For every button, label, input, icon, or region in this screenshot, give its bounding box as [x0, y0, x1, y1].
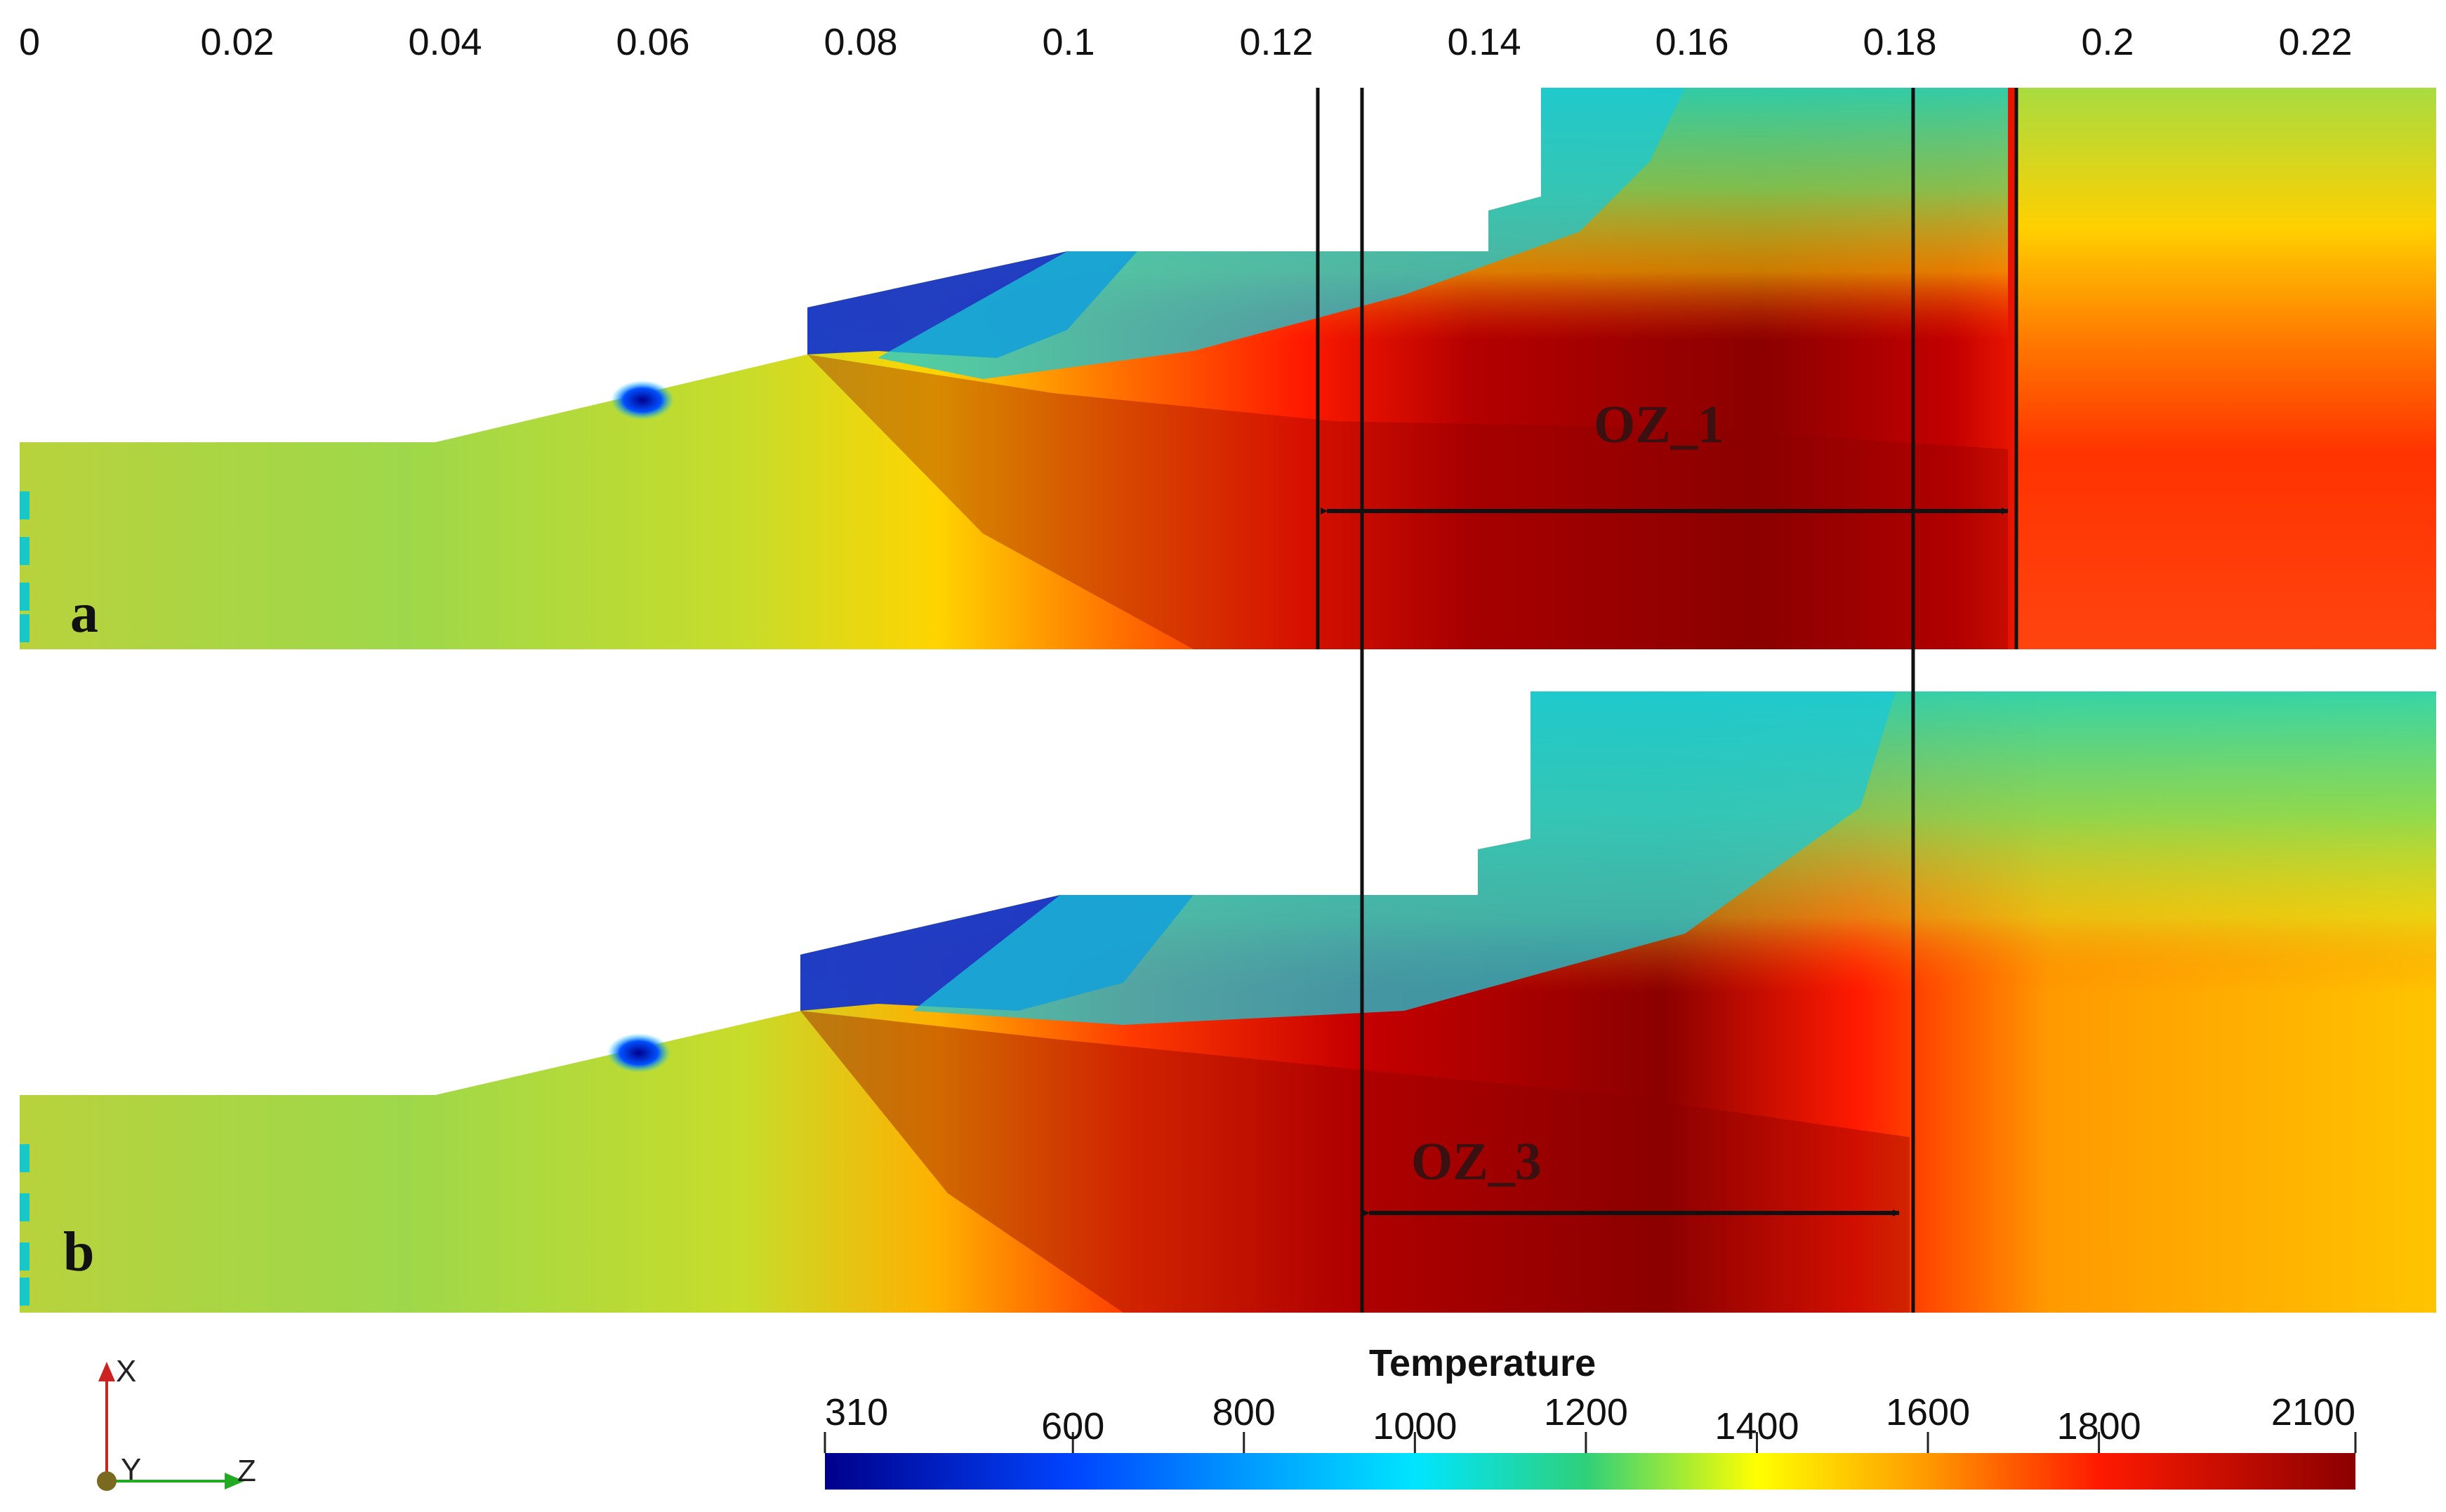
colorbar-label: 600	[1041, 1405, 1104, 1447]
colorbar-label: 1400	[1714, 1405, 1799, 1447]
colorbar-label: 800	[1212, 1391, 1276, 1433]
axis-x-label: X	[116, 1354, 136, 1388]
colorbar-label: 1000	[1373, 1405, 1457, 1447]
panel-a-hot-core	[807, 354, 2008, 649]
panel-a-zone-label: OZ_1	[1594, 395, 1724, 454]
top-axis-tick-label: 0.08	[824, 21, 897, 63]
panel-a: a OZ_1	[20, 88, 2436, 649]
colorbar-label: 310	[825, 1391, 888, 1433]
top-axis-tick-label: 0	[19, 21, 40, 63]
panel-b-recirculation-pocket	[607, 1033, 670, 1073]
panel-a-recirculation-pocket	[611, 380, 674, 420]
z-axis-arrow-icon	[225, 1473, 244, 1490]
top-axis-tick-label: 0.22	[2278, 21, 2352, 63]
axis-z-label: Z	[237, 1454, 256, 1488]
panel-a-right-field	[2015, 88, 2436, 649]
colorbar-label: 1600	[1886, 1391, 1970, 1433]
top-axis-tick-label: 0.04	[408, 21, 482, 63]
colorbar-title: Temperature	[1369, 1342, 1596, 1384]
top-axis-tick-label: 0.2	[2081, 21, 2134, 63]
panel-b-hot-core	[800, 1011, 1910, 1313]
colorbar-label: 1800	[2057, 1405, 2141, 1447]
top-axis-tick-label: 0.02	[200, 21, 274, 63]
top-axis-tick-label: 0.06	[616, 21, 689, 63]
panel-b: b OZ_3	[20, 691, 2436, 1313]
top-axis-tick-label: 0.14	[1447, 21, 1521, 63]
x-axis-arrow-icon	[98, 1362, 115, 1381]
panel-a-letter: a	[70, 583, 98, 644]
top-axis-tick-label: 0.1	[1042, 21, 1095, 63]
panel-a-inlet-nozzles	[20, 491, 29, 642]
panel-b-upper-cool-band	[913, 691, 1896, 1025]
axes-triad: X Y Z	[97, 1354, 256, 1491]
top-axis-tick-label: 0.12	[1239, 21, 1313, 63]
colorbar-ticks: 310 600 800 1000 1200 1400 1600 1800 2100	[824, 1391, 2357, 1453]
y-axis-dot-icon	[97, 1471, 117, 1491]
panel-b-letter: b	[63, 1221, 95, 1283]
axis-y-label: Y	[121, 1452, 141, 1487]
colorbar-bar	[825, 1453, 2355, 1490]
colorbar-label: 1200	[1544, 1391, 1628, 1433]
panel-b-inlet-nozzles	[20, 1144, 29, 1306]
top-axis: 0 0.02 0.04 0.06 0.08 0.1 0.12 0.14 0.16 0.18 0.2 0…	[19, 21, 2353, 63]
panel-b-zone-label: OZ_3	[1411, 1132, 1542, 1191]
colorbar-label: 2100	[2271, 1391, 2355, 1433]
top-axis-tick-label: 0.18	[1863, 21, 1936, 63]
panel-a-upper-cool-band	[878, 88, 1685, 379]
top-axis-tick-label: 0.16	[1655, 21, 1728, 63]
colorbar: Temperature 310 600 800 1000 1200 1400 1600 180…	[824, 1342, 2357, 1490]
